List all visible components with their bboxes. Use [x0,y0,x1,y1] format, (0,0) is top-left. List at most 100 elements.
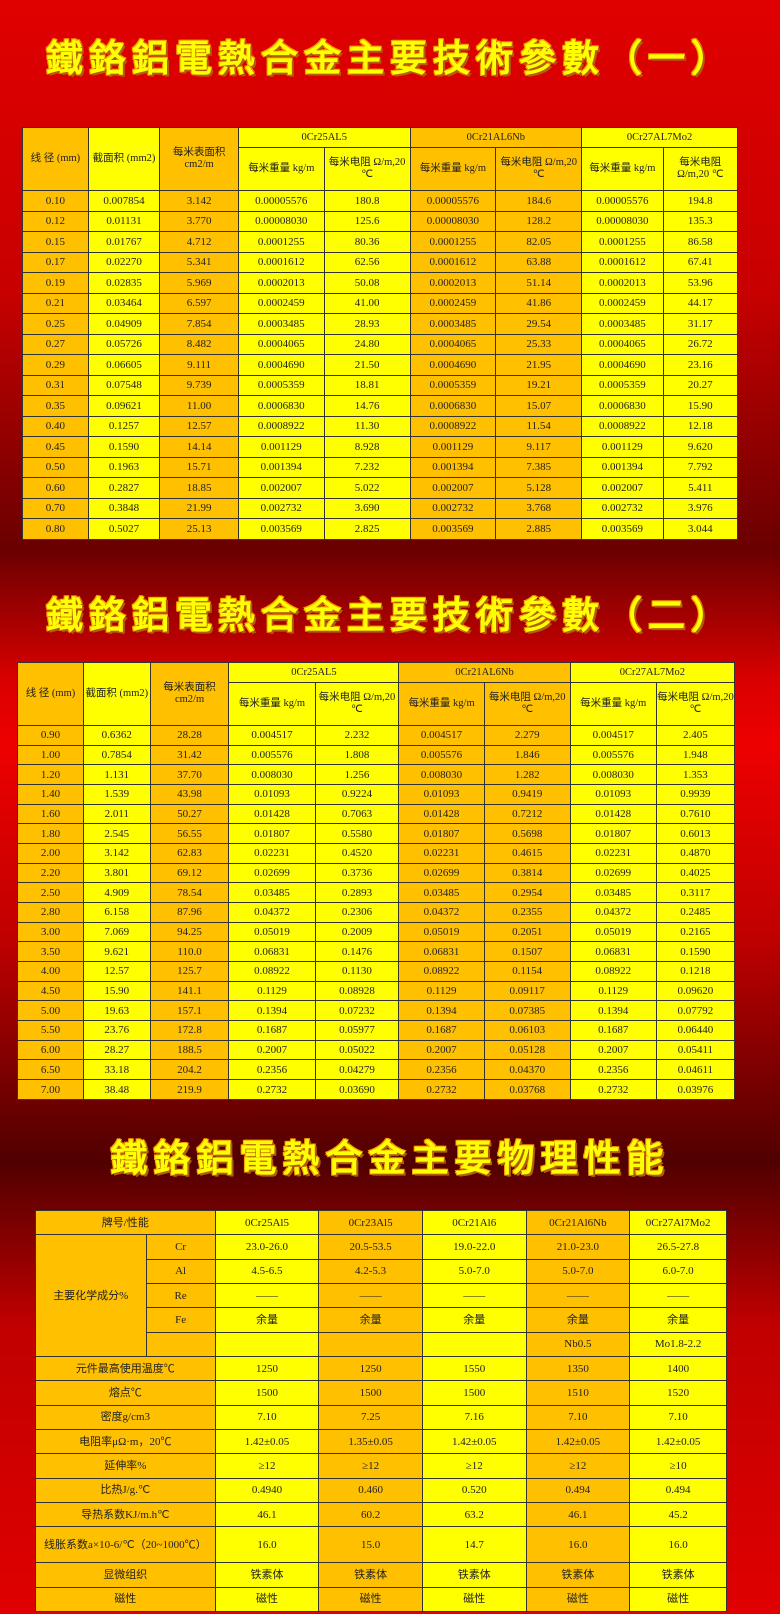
table-cell: 0.0004065 [237,333,325,356]
table-cell: 0.005576 [228,744,316,766]
table-cell: Nb0.5 [525,1331,631,1357]
table-cell: 1.353 [655,764,736,786]
table-cell: 0.08922 [228,961,316,982]
table-cell: 0.1687 [569,1020,657,1041]
table-cell: 0.09621 [87,395,161,417]
table-cell: 23.76 [82,1020,151,1041]
table-cell: 15.90 [82,980,151,1002]
table-cell: 2.279 [483,725,571,746]
table-row: 0.80 0.5027 25.13 0.003569 2.825 0.003569 2.88… [22,518,739,540]
table-cell: 5.50 [17,1020,84,1041]
table-row: 0.19 0.02835 5.969 0.0002013 50.08 0.0002013 5… [22,272,739,294]
table-cell: 9.117 [495,436,583,458]
table-row: 2.50 4.909 78.54 0.03485 0.2893 0.03485 0.2954… [17,882,736,904]
property-label: 延伸率% [35,1453,216,1479]
table-cell: 0.00008030 [581,210,664,233]
table-cell: 0.1590 [87,436,161,458]
table-cell: ≥10 [629,1453,727,1479]
table-cell: 0.0004065 [581,333,664,356]
table-cell: 余量 [629,1307,727,1333]
table-cell: 1400 [629,1355,727,1382]
table-cell: 5.341 [159,251,239,274]
table-cell: 0.003569 [409,518,497,540]
table-cell: 0.7063 [314,803,400,825]
table-cell: 0.08928 [314,980,400,1002]
title-physical: 鐵鉻鋁電熱合金主要物理性能 [110,1136,670,1180]
table-cell: 51.14 [495,272,583,294]
table-cell: 0.6013 [655,823,736,845]
header-label: 牌号/性能 [35,1209,216,1236]
table-cell: 0.7854 [82,744,151,766]
table-cell: 5.411 [662,477,739,499]
header-alloy: 0Cr25AL5 [237,127,411,148]
table-cell: 0.4870 [655,843,736,864]
table-cell: 0.1218 [655,961,736,982]
table-cell: 7.00 [17,1079,84,1100]
table-cell: 0.0004690 [237,354,325,376]
table-cell: 0.2954 [483,882,571,904]
table-cell: 78.54 [149,882,230,904]
table-cell: 2.405 [655,725,736,746]
table-cell: 0.001394 [581,456,664,479]
table-cell: 46.1 [214,1501,320,1528]
table-cell: 4.50 [17,980,84,1002]
table-cell: 0.02699 [228,862,316,884]
table-cell: 0.2007 [569,1039,657,1061]
table-cell: 24.80 [323,333,411,356]
table-cell: 0.1129 [569,980,657,1002]
table-cell: 0.520 [421,1477,527,1503]
table-cell: 41.00 [323,292,411,315]
table-cell: 25.13 [159,518,239,540]
table-cell: 157.1 [149,1000,230,1022]
table-cell: 0.0002459 [409,292,497,315]
table-cell: 0.00008030 [237,210,325,233]
table-cell: 9.111 [159,354,239,376]
table-cell: 0.2732 [569,1079,657,1100]
table-cell: 7.854 [159,313,239,335]
table-cell: 0.2355 [483,902,571,923]
table-cell: 0.460 [318,1477,423,1503]
table-cell: 0.06831 [569,941,657,963]
table-row: 0.21 0.03464 6.597 0.0002459 41.00 0.0002459 4… [22,292,739,315]
table-cell: 1.282 [483,764,571,786]
table-cell: 29.54 [495,313,583,335]
table-cell: 0.002732 [237,497,325,520]
table-cell: 0.21 [22,292,89,315]
table-cell: —— [214,1282,320,1309]
table-cell: 53.96 [662,272,739,294]
table-cell: 1.948 [655,744,736,766]
header-weight: 每米重量 kg/m [228,682,316,726]
table-cell: 4.5-6.5 [214,1258,320,1284]
table-cell: 16.0 [525,1526,631,1564]
table-row: 0.12 0.01131 3.770 0.00008030 125.6 0.0000803… [22,210,739,233]
table-cell: 6.00 [17,1039,84,1061]
table-cell: 2.80 [17,902,84,923]
header-weight: 每米重量 kg/m [237,147,325,191]
table-cell: 0.2009 [314,921,400,943]
table-cell: 12.18 [662,415,739,438]
table-cell: 0.2007 [228,1039,316,1061]
table-cell: 0.01767 [87,231,161,253]
table-cell: 0.01428 [398,803,485,825]
table-cell: 1.20 [17,764,84,786]
table-cell: 0.04372 [398,902,485,923]
table-cell: 0.002732 [581,497,664,520]
element-label: Fe [145,1307,216,1333]
table-cell: 0.1476 [314,941,400,963]
table-cell: 磁性 [629,1586,727,1613]
table-cell: 28.27 [82,1039,151,1061]
table-cell: 1500 [421,1380,527,1406]
table-row: 6.50 33.18 204.2 0.2356 0.04279 0.2356 0.04370… [17,1059,736,1081]
property-row: 比热J/g.℃ 0.4940 0.460 0.520 0.494 0.494 [35,1477,727,1503]
table-cell: 0.005576 [398,744,485,766]
table-row: 1.40 1.539 43.98 0.01093 0.9224 0.01093 0.9419… [17,784,736,805]
table-row: 4.00 12.57 125.7 0.08922 0.1130 0.08922 0.1154… [17,961,736,982]
chem-row: Nb0.5 Mo1.8-2.2 [36,1331,727,1357]
table-row: 0.25 0.04909 7.854 0.0003485 28.93 0.0003485 2… [22,313,739,335]
table-cell: 0.27 [22,333,89,356]
table-cell: ≥12 [421,1453,527,1479]
table-cell: 0.3814 [483,862,571,884]
table-cell: 1250 [214,1355,320,1382]
table-cell: 1.42±0.05 [421,1428,527,1455]
table-cell: 0.05019 [228,921,316,943]
